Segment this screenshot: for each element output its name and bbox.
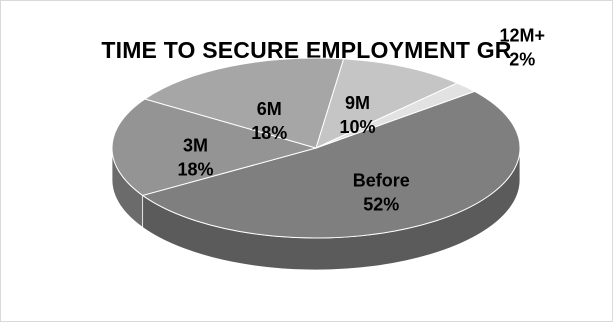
pie-slice-3m — [111, 98, 318, 196]
slice-label-9m: 9M — [345, 93, 370, 113]
pie-slice-before — [141, 90, 521, 239]
slice-value-12m: 2% — [509, 49, 535, 69]
slice-value-6m: 18% — [251, 123, 287, 143]
pie-slice-9m — [315, 58, 459, 149]
slice-value-9m: 10% — [339, 117, 375, 137]
slice-label-6m: 6M — [257, 99, 282, 119]
slice-label-before: Before — [353, 170, 410, 190]
slice-value-before: 52% — [363, 194, 399, 214]
slice-label-12m: 12M+ — [499, 25, 545, 45]
pie-slice-12m — [315, 82, 476, 149]
slice-label-3m: 3M — [183, 135, 208, 155]
slice-value-3m: 18% — [178, 159, 214, 179]
pie-slice-6m — [143, 57, 345, 149]
